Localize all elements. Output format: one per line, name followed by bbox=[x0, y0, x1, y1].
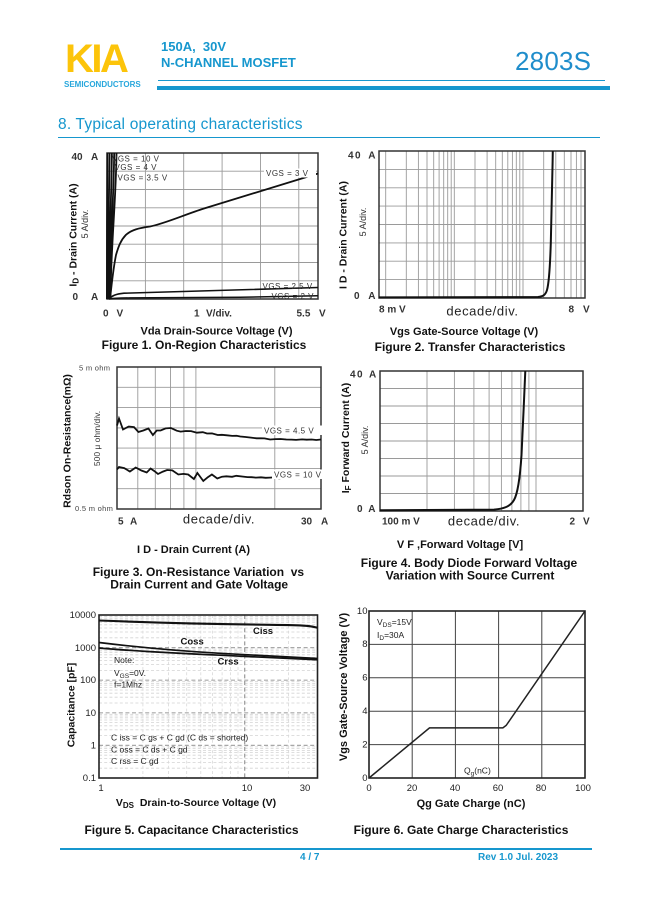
svg-text:A: A bbox=[91, 152, 98, 163]
svg-text:Ciss: Ciss bbox=[253, 626, 273, 637]
svg-text:1000: 1000 bbox=[75, 643, 96, 654]
svg-text:5.5: 5.5 bbox=[297, 309, 311, 320]
svg-text:10: 10 bbox=[242, 783, 253, 794]
svg-text:5 A/div.: 5 A/div. bbox=[358, 208, 368, 237]
svg-text:5 m ohm: 5 m ohm bbox=[79, 364, 110, 373]
svg-text:VDS=15V: VDS=15V bbox=[377, 617, 412, 629]
svg-text:VGS = 10 V: VGS = 10 V bbox=[112, 155, 160, 164]
svg-text:VDS Drain-to-Source Voltage (: VDS Drain-to-Source Voltage (V) bbox=[116, 797, 276, 810]
svg-text:A: A bbox=[130, 517, 137, 528]
svg-text:C oss = C ds + C gd: C oss = C ds + C gd bbox=[111, 744, 188, 754]
svg-text:Figure 1. On-Region Characteri: Figure 1. On-Region Characteristics bbox=[102, 338, 307, 352]
svg-text:ID - Drain Current (A): ID - Drain Current (A) bbox=[68, 183, 81, 286]
svg-text:V/div.: V/div. bbox=[206, 309, 232, 320]
svg-text:10: 10 bbox=[85, 708, 96, 719]
svg-text:10000: 10000 bbox=[70, 610, 96, 621]
svg-text:30: 30 bbox=[300, 783, 311, 794]
svg-text:Vgs Gate-Source Voltage (V): Vgs Gate-Source Voltage (V) bbox=[390, 326, 539, 338]
svg-text:0: 0 bbox=[362, 773, 367, 784]
svg-text:Figure 2. Transfer Characteris: Figure 2. Transfer Characteristics bbox=[375, 340, 566, 354]
svg-text:5: 5 bbox=[118, 517, 124, 528]
svg-text:Crss: Crss bbox=[218, 656, 239, 667]
svg-text:VGS = 2.5 V: VGS = 2.5 V bbox=[263, 282, 313, 291]
svg-text:0.1: 0.1 bbox=[83, 773, 96, 784]
svg-text:VGS = 10 V: VGS = 10 V bbox=[274, 471, 322, 480]
svg-text:A: A bbox=[91, 292, 98, 303]
svg-text:100 m V: 100 m V bbox=[382, 517, 420, 528]
svg-text:I D - Drain Current (A): I D - Drain Current (A) bbox=[137, 544, 250, 556]
svg-text:Rdson On-Resistance(mΩ): Rdson On-Resistance(mΩ) bbox=[62, 374, 74, 508]
svg-text:Coss: Coss bbox=[181, 636, 204, 647]
svg-text:0: 0 bbox=[73, 292, 79, 303]
svg-text:0: 0 bbox=[103, 309, 109, 320]
svg-text:IF Forward Current (A): IF Forward Current (A) bbox=[340, 383, 353, 493]
svg-text:0.5 m ohm: 0.5 m ohm bbox=[75, 504, 113, 513]
svg-text:40: 40 bbox=[450, 783, 461, 794]
svg-text:A: A bbox=[321, 517, 328, 528]
svg-text:100: 100 bbox=[575, 783, 591, 794]
svg-text:decade/div.: decade/div. bbox=[448, 514, 520, 529]
svg-text:f=1Mhz: f=1Mhz bbox=[114, 680, 142, 690]
svg-text:0: 0 bbox=[354, 291, 360, 302]
svg-text:40: 40 bbox=[350, 369, 364, 380]
svg-text:2: 2 bbox=[570, 517, 576, 528]
svg-text:40: 40 bbox=[72, 152, 84, 163]
svg-text:Qg(nC): Qg(nC) bbox=[464, 766, 491, 778]
svg-text:30: 30 bbox=[301, 517, 313, 528]
svg-text:1: 1 bbox=[91, 741, 96, 752]
svg-text:60: 60 bbox=[493, 783, 504, 794]
svg-text:A: A bbox=[368, 291, 375, 302]
svg-text:VGS = 3 V: VGS = 3 V bbox=[266, 169, 309, 178]
svg-text:VGS = 4.5 V: VGS = 4.5 V bbox=[264, 427, 314, 436]
svg-text:2: 2 bbox=[362, 739, 367, 750]
svg-text:100: 100 bbox=[80, 675, 96, 686]
svg-text:500 μ ohm/div.: 500 μ ohm/div. bbox=[92, 411, 102, 466]
svg-text:40: 40 bbox=[348, 150, 362, 161]
svg-text:Drain Current and Gate Voltage: Drain Current and Gate Voltage bbox=[110, 577, 288, 591]
svg-text:A: A bbox=[368, 150, 375, 161]
svg-text:decade/div.: decade/div. bbox=[446, 303, 518, 318]
svg-text:VGS = 4 V: VGS = 4 V bbox=[115, 163, 158, 172]
svg-text:VGS = 3.5 V: VGS = 3.5 V bbox=[118, 174, 168, 183]
svg-text:I D - Drain Current (A): I D - Drain Current (A) bbox=[338, 181, 350, 289]
svg-text:0: 0 bbox=[366, 783, 371, 794]
svg-text:Figure 4. Body Diode Forward V: Figure 4. Body Diode Forward Voltage bbox=[361, 556, 578, 570]
svg-text:Variation with Source Current: Variation with Source Current bbox=[386, 569, 555, 583]
svg-text:ID=30A: ID=30A bbox=[377, 630, 404, 642]
svg-text:A: A bbox=[369, 369, 376, 380]
svg-text:Figure 6. Gate Charge Characte: Figure 6. Gate Charge Characteristics bbox=[354, 823, 569, 837]
svg-text:0: 0 bbox=[357, 504, 363, 515]
svg-text:10: 10 bbox=[357, 606, 368, 617]
svg-text:Vgs Gate-Source Voltage (V): Vgs Gate-Source Voltage (V) bbox=[338, 612, 350, 761]
svg-text:V F ,Forward Voltage [V]: V F ,Forward Voltage [V] bbox=[397, 539, 524, 551]
svg-text:Qg Gate Charge (nC): Qg Gate Charge (nC) bbox=[417, 798, 526, 810]
svg-text:20: 20 bbox=[407, 783, 418, 794]
svg-text:VGS = 2 V: VGS = 2 V bbox=[272, 292, 315, 301]
svg-text:V: V bbox=[319, 309, 326, 320]
svg-text:5 A/div.: 5 A/div. bbox=[80, 210, 90, 239]
svg-text:4: 4 bbox=[362, 706, 367, 717]
svg-text:8: 8 bbox=[569, 305, 575, 316]
svg-text:5 A/div.: 5 A/div. bbox=[360, 426, 370, 455]
svg-text:6: 6 bbox=[362, 673, 367, 684]
svg-text:A: A bbox=[368, 504, 375, 515]
svg-text:Note:: Note: bbox=[114, 655, 134, 665]
svg-text:Vda Drain-Source Voltage (V): Vda Drain-Source Voltage (V) bbox=[141, 326, 293, 338]
svg-text:C rss = C gd: C rss = C gd bbox=[111, 756, 159, 766]
svg-text:80: 80 bbox=[536, 783, 547, 794]
svg-text:Figure 3. On-Resistance Variat: Figure 3. On-Resistance Variation vs bbox=[93, 565, 305, 579]
svg-text:V: V bbox=[583, 305, 590, 316]
svg-text:1: 1 bbox=[98, 783, 103, 794]
svg-text:C iss = C gs + C gd (C ds = sh: C iss = C gs + C gd (C ds = shorted) bbox=[111, 733, 248, 743]
svg-text:Figure 5. Capacitance Characte: Figure 5. Capacitance Characteristics bbox=[84, 823, 298, 837]
svg-text:Capacitance [pF]: Capacitance [pF] bbox=[66, 663, 78, 748]
svg-text:8: 8 bbox=[362, 639, 367, 650]
svg-text:V: V bbox=[583, 517, 590, 528]
svg-text:decade/div.: decade/div. bbox=[183, 512, 255, 527]
svg-text:8 m V: 8 m V bbox=[379, 305, 406, 316]
svg-text:V: V bbox=[117, 309, 124, 320]
svg-text:1: 1 bbox=[194, 309, 200, 320]
